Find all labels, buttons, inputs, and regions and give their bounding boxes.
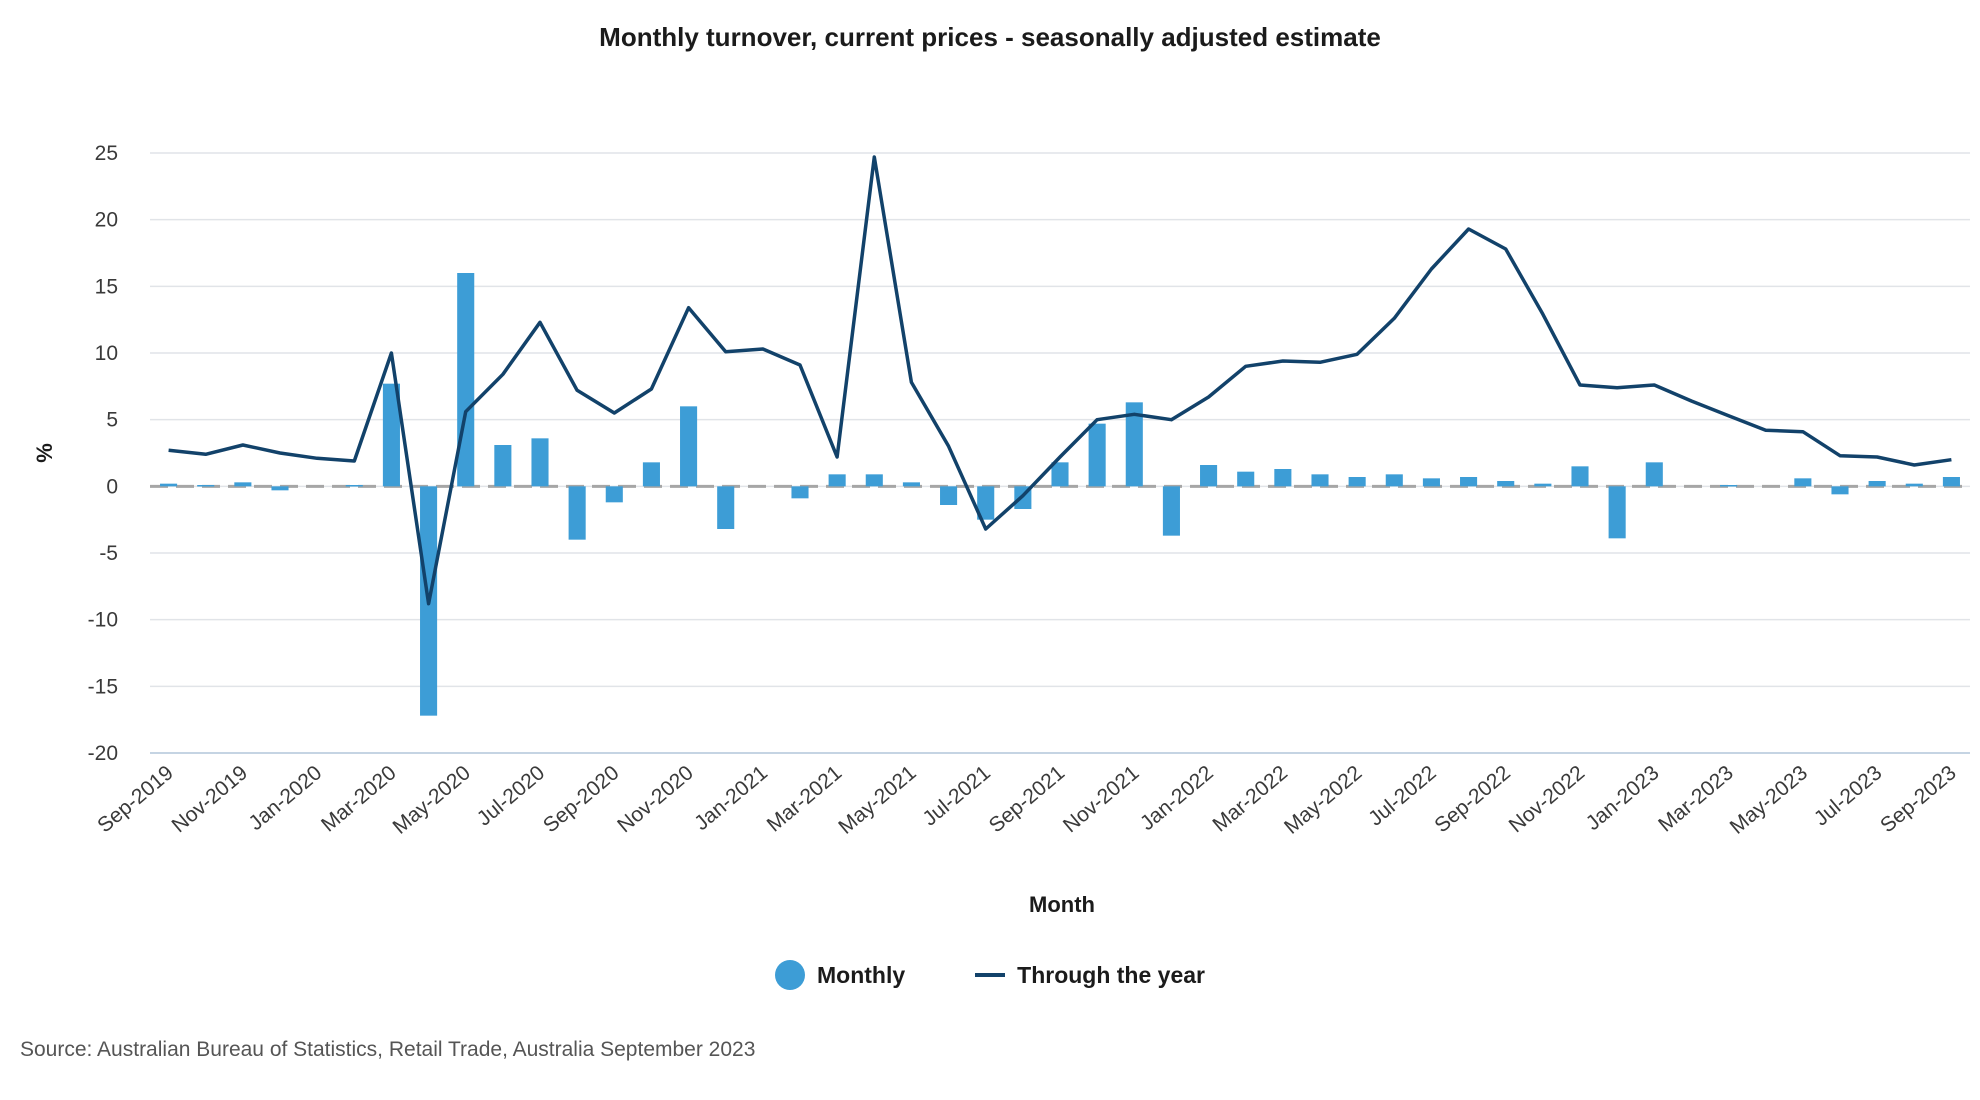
bar-monthly	[828, 474, 846, 487]
y-tick-label: 10	[95, 342, 118, 365]
bar-monthly	[605, 486, 623, 503]
bar-monthly	[1385, 474, 1403, 487]
bar-monthly	[865, 474, 883, 487]
bar-monthly	[1348, 477, 1366, 487]
y-tick-label: -10	[88, 609, 118, 632]
bar-monthly	[271, 486, 289, 491]
bar-monthly	[1905, 483, 1923, 487]
x-tick-label: Mar-2021	[763, 761, 847, 836]
y-tick-label: 25	[95, 142, 118, 165]
x-tick-label: May-2023	[1726, 761, 1812, 839]
y-tick-label: 0	[106, 475, 118, 498]
bar-monthly	[1831, 486, 1849, 495]
x-tick-label: Nov-2020	[613, 761, 698, 837]
x-tick-label: Sep-2020	[539, 761, 624, 837]
x-tick-label: Jan-2023	[1582, 761, 1664, 835]
y-axis-title: %	[32, 443, 57, 463]
bar-monthly	[1200, 465, 1218, 487]
y-tick-label: 20	[95, 209, 118, 232]
x-tick-label: Nov-2019	[168, 761, 253, 837]
chart-legend: Monthly Through the year	[0, 960, 1980, 990]
y-tick-label: -20	[88, 742, 118, 765]
x-tick-label: Nov-2021	[1059, 761, 1144, 837]
x-axis-title: Month	[1029, 892, 1095, 917]
legend-item-monthly[interactable]: Monthly	[774, 960, 906, 990]
bar-monthly	[642, 462, 660, 487]
x-tick-label: May-2022	[1280, 761, 1366, 839]
bar-monthly	[234, 482, 252, 487]
bar-monthly	[680, 406, 698, 487]
x-tick-label: May-2020	[389, 761, 475, 839]
bar-monthly	[791, 486, 809, 499]
bar-monthly	[1274, 469, 1292, 487]
source-note: Source: Australian Bureau of Statistics,…	[20, 1038, 756, 1061]
y-tick-label: -5	[99, 542, 118, 565]
bar-monthly	[1794, 478, 1812, 487]
x-tick-label: Jan-2022	[1136, 761, 1218, 835]
bar-monthly	[1051, 462, 1069, 487]
bar-monthly	[1608, 486, 1626, 539]
x-tick-label: Mar-2022	[1208, 761, 1292, 836]
x-tick-label: Sep-2019	[93, 761, 178, 837]
legend-label-through-the-year: Through the year	[1017, 961, 1205, 988]
bar-monthly	[1162, 486, 1180, 536]
x-tick-label: Sep-2021	[985, 761, 1070, 837]
x-tick-label: Jul-2022	[1364, 761, 1440, 830]
bar-monthly	[1422, 478, 1440, 487]
bar-monthly	[940, 486, 958, 505]
legend-label-monthly: Monthly	[816, 961, 906, 988]
bar-monthly	[1497, 481, 1515, 487]
x-tick-label: Jan-2020	[244, 761, 326, 835]
x-tick-label: Jan-2021	[690, 761, 772, 835]
bar-monthly	[345, 485, 363, 487]
bar-monthly	[977, 486, 995, 520]
bar-monthly	[494, 445, 512, 487]
bar-monthly	[457, 273, 475, 487]
bar-monthly	[1534, 483, 1552, 487]
x-tick-label: Mar-2020	[317, 761, 401, 836]
bar-monthly	[1088, 423, 1106, 487]
x-tick-label: Sep-2023	[1876, 761, 1961, 837]
bar-monthly	[1460, 477, 1478, 487]
bar-monthly	[902, 482, 920, 487]
x-tick-label: May-2021	[834, 761, 920, 839]
bar-monthly	[1125, 402, 1143, 487]
bar-monthly	[1868, 481, 1886, 487]
bar-monthly	[160, 483, 178, 487]
bar-monthly	[1571, 466, 1589, 487]
bar-monthly	[1942, 477, 1960, 487]
bar-monthly	[1645, 462, 1663, 487]
line-through-the-year	[168, 155, 1952, 606]
y-tick-label: 5	[106, 409, 118, 432]
bar-monthly	[717, 486, 735, 529]
bar-monthly	[1720, 485, 1738, 487]
x-tick-label: Sep-2022	[1430, 761, 1515, 837]
x-tick-label: Mar-2023	[1654, 761, 1738, 836]
bar-monthly	[382, 383, 400, 487]
bar-monthly	[531, 438, 549, 487]
bar-monthly	[1311, 474, 1329, 487]
y-tick-label: -15	[88, 675, 118, 698]
chart-title: Monthly turnover, current prices - seaso…	[599, 22, 1381, 52]
x-tick-label: Jul-2020	[473, 761, 549, 830]
legend-swatch-through-the-year	[975, 973, 1006, 977]
y-tick-label: 15	[95, 275, 118, 298]
x-tick-label: Jul-2023	[1810, 761, 1886, 830]
legend-item-through-the-year[interactable]: Through the year	[975, 960, 1205, 990]
x-tick-label: Jul-2021	[918, 761, 994, 830]
bar-monthly	[568, 486, 586, 540]
x-tick-label: Nov-2022	[1505, 761, 1590, 837]
legend-swatch-monthly	[774, 960, 805, 990]
bar-monthly	[1237, 471, 1255, 487]
bar-monthly	[197, 485, 215, 487]
